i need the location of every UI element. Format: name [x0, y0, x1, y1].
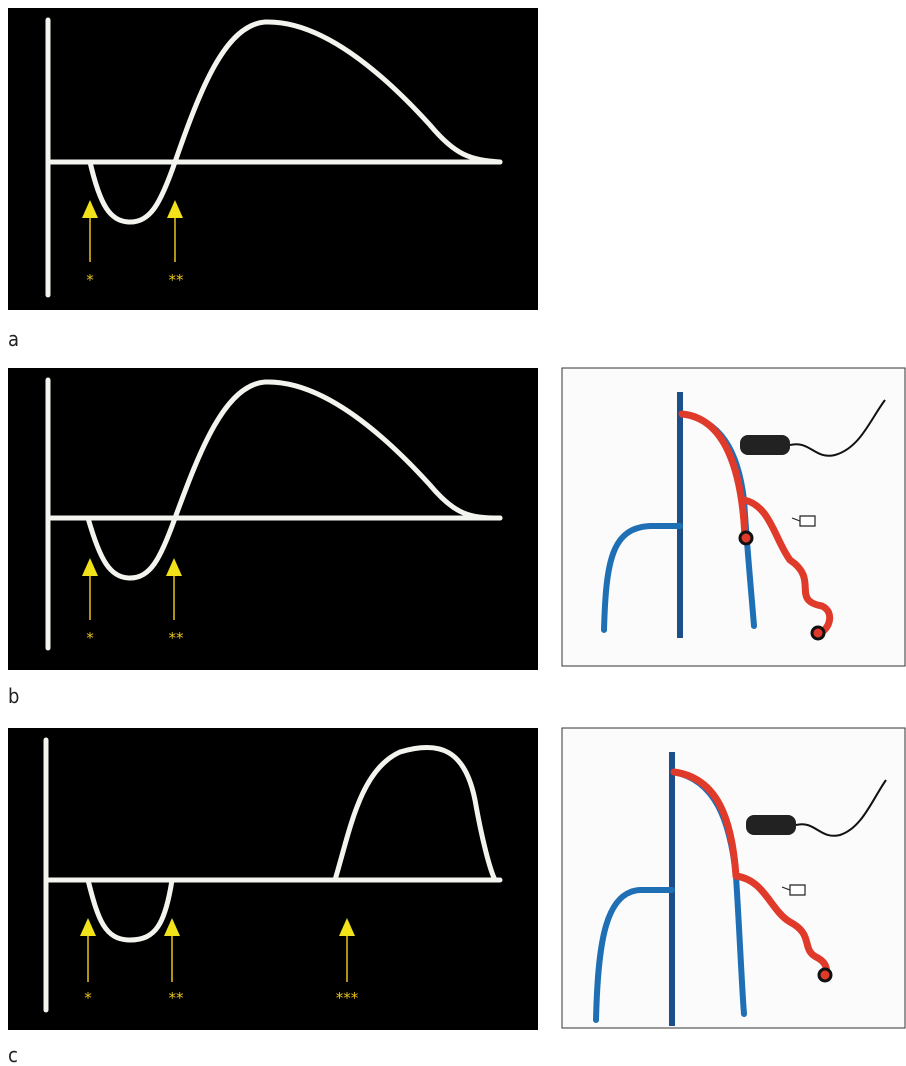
arrow-head	[80, 918, 96, 936]
waveform	[332, 744, 498, 883]
arrow-head	[82, 558, 98, 576]
arrow-head	[339, 918, 355, 936]
panel-c: * ** *** c	[8, 727, 906, 1066]
panel-label: c	[8, 1043, 18, 1066]
arrow-head	[164, 918, 180, 936]
catheter	[740, 496, 834, 638]
arrow-head	[82, 200, 98, 218]
diagram-box	[561, 367, 906, 667]
marker: *	[86, 271, 94, 289]
transducer	[740, 435, 790, 455]
hand-icon	[781, 884, 806, 896]
waveform	[85, 379, 503, 581]
marker: *	[84, 989, 92, 1007]
trace-background	[8, 8, 538, 310]
electrode	[738, 530, 754, 546]
catheter	[670, 768, 740, 880]
catheter	[678, 410, 749, 542]
arrow-head	[167, 200, 183, 218]
vessel	[601, 523, 683, 633]
marker: **	[169, 271, 185, 289]
arrow-head	[166, 558, 182, 576]
vessel	[593, 887, 675, 1023]
panel-b: * ** b	[8, 367, 906, 708]
marker: *	[86, 629, 94, 647]
marker: ***	[336, 989, 359, 1007]
electrode	[817, 967, 833, 983]
panel-label: b	[8, 684, 19, 708]
hand-icon	[791, 515, 816, 527]
waveform	[87, 19, 503, 225]
panel-label: a	[8, 327, 19, 351]
cable	[789, 399, 886, 457]
marker: **	[169, 989, 185, 1007]
cable	[795, 779, 887, 837]
electrode	[810, 625, 826, 641]
panel-a: * ** a	[8, 8, 538, 351]
marker: **	[169, 629, 185, 647]
transducer	[746, 815, 796, 835]
waveform	[85, 877, 175, 943]
